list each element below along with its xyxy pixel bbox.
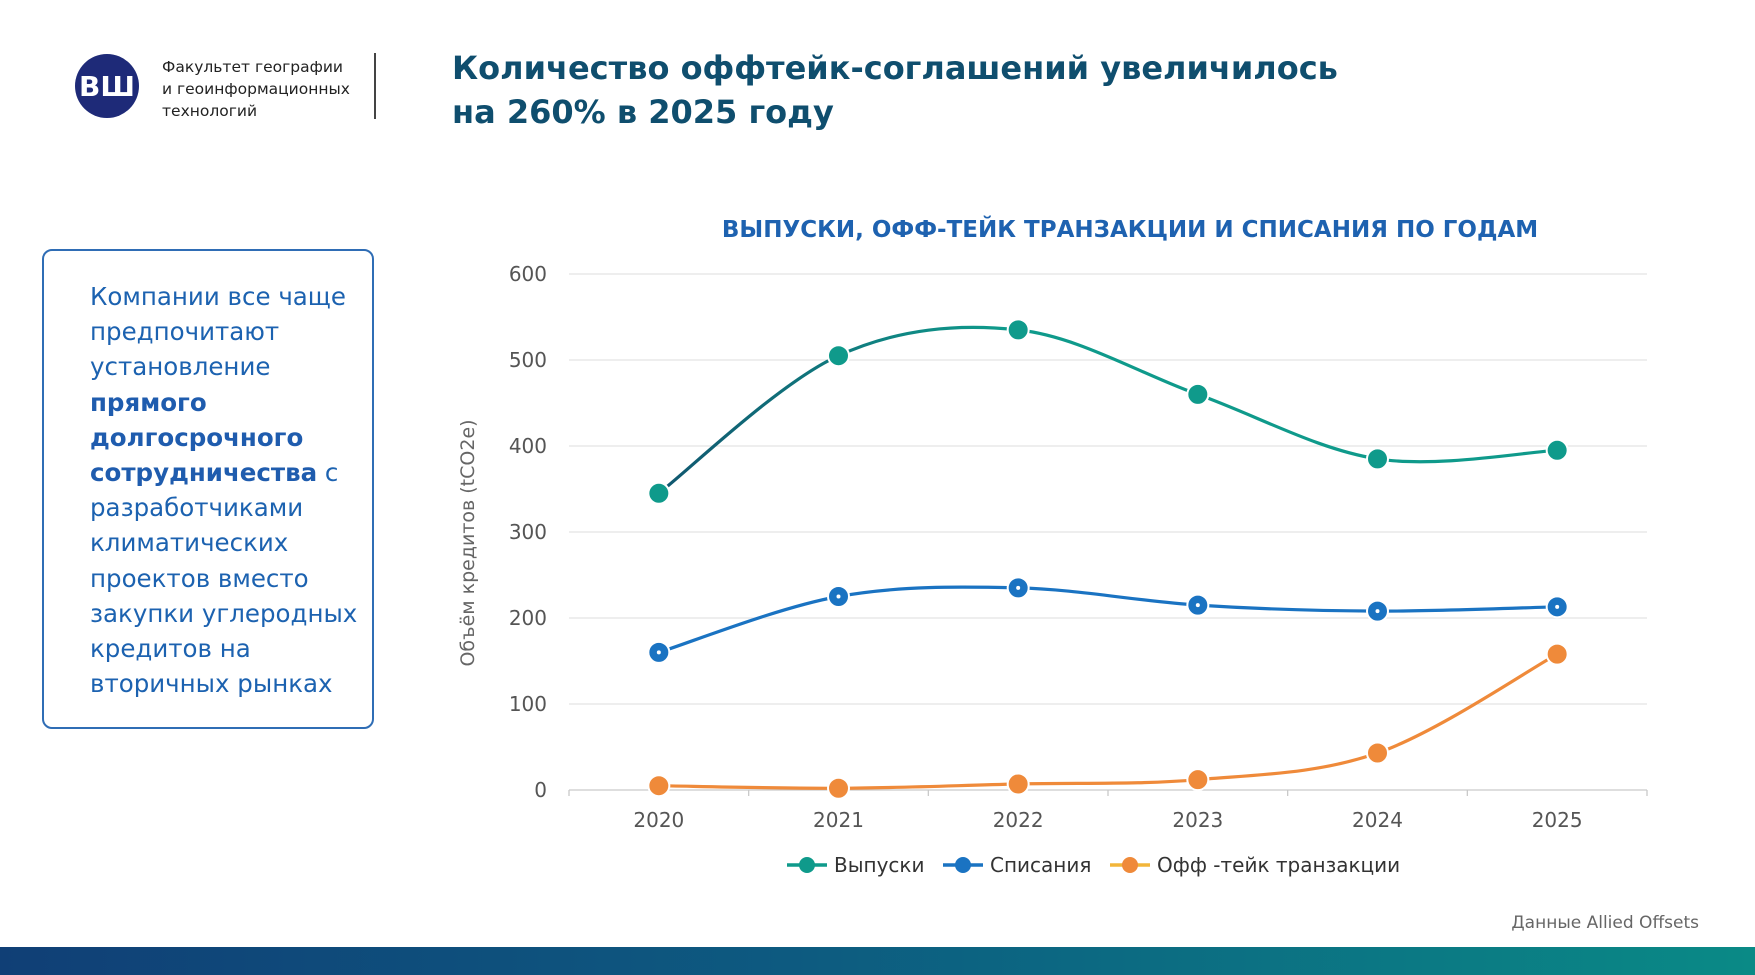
legend-marker [799,857,815,873]
y-tick-label: 400 [509,434,547,458]
data-point [647,640,671,664]
data-point [827,344,850,368]
data-point-center [1195,603,1200,608]
data-point [1186,593,1210,617]
y-tick-label: 600 [509,262,547,286]
chart-lines [657,325,1559,790]
faculty-name: Факультет географии и геоинформационных … [162,58,350,120]
data-point [1366,741,1389,765]
data-point-center [1555,604,1560,609]
data-point [1006,772,1030,796]
source-note: Данные Allied Offsets [1511,913,1699,933]
data-point [827,585,850,608]
chart-legend: Выпуски Списания Офф -тейк транзакции [787,853,1400,877]
university-logo: ВШ [75,54,139,118]
data-point [1366,599,1389,623]
x-tick-label: 2021 [813,808,864,832]
data-point [1366,447,1389,471]
data-point [647,774,671,798]
data-point [827,776,850,800]
series-line-1 [657,325,1559,495]
series-line-3 [657,652,1559,790]
x-tick-label: 2025 [1532,808,1583,832]
y-tick-label: 200 [509,606,547,630]
page-title: Количество оффтейк-соглашений увеличилос… [452,49,1338,131]
logo-emblem-icon: ВШ [79,70,135,103]
legend-label: Списания [990,853,1091,877]
legend-marker [1122,857,1138,873]
data-point-center [1016,585,1021,590]
footer-bar [0,947,1755,975]
callout-text-end: с разработчиками климатических проектов … [90,458,358,699]
x-tick-label: 2024 [1352,808,1403,832]
data-point [1545,642,1569,666]
x-axis-ticks: 2020 2021 2022 2023 2024 2025 [568,790,1648,832]
callout-text-bold: прямого долгосрочного сотрудничества [90,387,318,488]
data-point [1006,318,1030,342]
data-point [1186,382,1210,406]
series-line-2 [657,585,1559,654]
y-axis-ticks: 0 100 200 300 400 500 600 [509,262,547,802]
x-tick-label: 2022 [993,808,1044,832]
chart-title: ВЫПУСКИ, ОФФ-ТЕЙК ТРАНЗАКЦИИ И СПИСАНИЯ … [722,215,1538,243]
data-point-center [836,594,841,599]
legend-label: Офф -тейк транзакции [1157,853,1400,877]
data-point [1545,438,1569,462]
legend-label: Выпуски [834,853,925,877]
y-tick-label: 300 [509,520,547,544]
data-point [1545,595,1569,619]
data-point [1186,768,1210,792]
logo-letters: ВШ [79,70,135,103]
y-axis-label: Объём кредитов (tCO2e) [457,419,479,666]
callout-box: Компании все чаще предпочитают установле… [42,249,374,729]
x-tick-label: 2023 [1172,808,1223,832]
data-point [1006,576,1030,600]
data-point [647,481,671,505]
legend-marker [955,857,971,873]
chart-points [647,318,1569,800]
x-tick-label: 2020 [633,808,684,832]
callout-text: Компании все чаще предпочитают установле… [90,279,360,701]
data-point-center [656,650,661,655]
callout-text-start: Компании все чаще предпочитают установле… [90,282,346,382]
y-tick-label: 500 [509,348,547,372]
y-tick-label: 100 [509,692,547,716]
y-tick-label: 0 [534,778,547,802]
data-point-center [1375,609,1380,614]
chart-grid [569,273,1647,791]
header-divider [374,53,376,119]
